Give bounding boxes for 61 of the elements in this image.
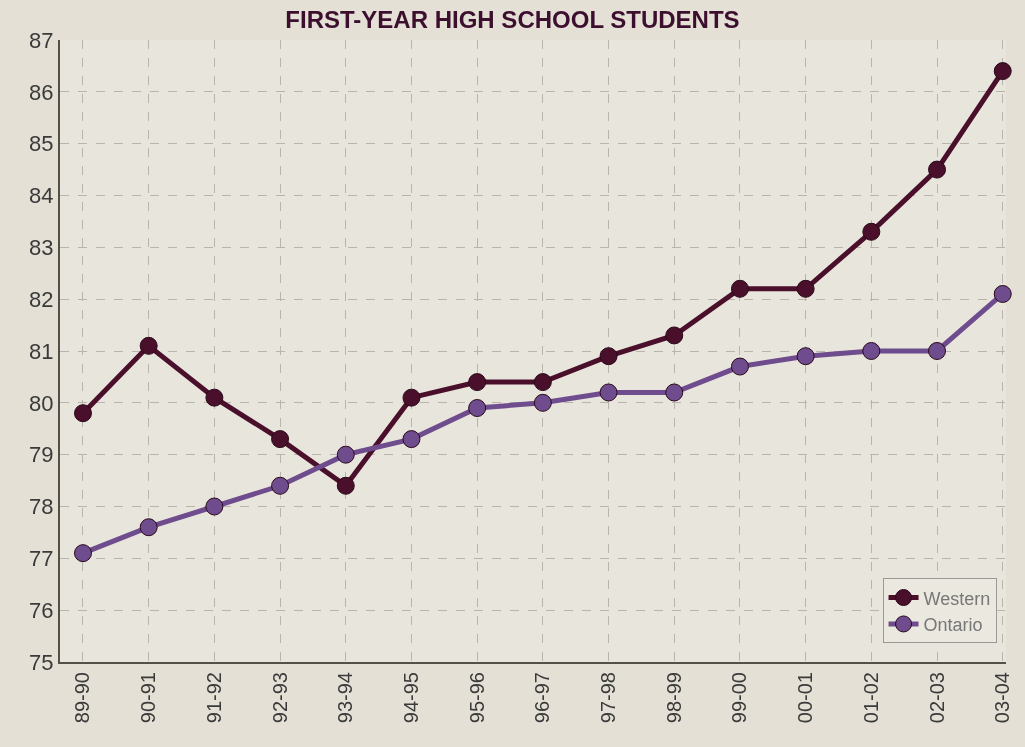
point (862, 342, 881, 360)
y-tick-label: 83 (29, 235, 54, 261)
y-tick-label: 75 (29, 649, 54, 675)
legend-label: Ontario (923, 614, 983, 635)
point (468, 373, 487, 392)
point (139, 518, 158, 537)
y-tick-label: 80 (29, 390, 54, 416)
y-tick-label: 79 (29, 442, 54, 468)
y-tick-label: 87 (29, 27, 54, 53)
point (402, 430, 421, 449)
x-tick-label: 00-01 (794, 672, 817, 724)
point (336, 476, 355, 495)
point (862, 222, 881, 241)
x-tick-label: 91-92 (202, 672, 225, 724)
y-tick-label: 81 (29, 338, 54, 364)
point (730, 357, 749, 376)
chart-title: FIRST-YEAR HIGH SCHOOL STUDENTS (285, 6, 740, 33)
point (993, 62, 1012, 81)
point (993, 284, 1012, 303)
y-tick-label: 86 (29, 79, 54, 105)
point (271, 476, 290, 495)
point (599, 347, 618, 366)
point (665, 383, 684, 402)
x-tick-label: 93-94 (334, 672, 357, 724)
x-tick-label: 95-96 (465, 672, 488, 724)
point (599, 383, 618, 402)
point (336, 445, 355, 464)
x-tick-label: 94-95 (399, 672, 422, 724)
y-tick-label: 84 (29, 183, 54, 209)
point (928, 160, 947, 179)
point (928, 342, 947, 360)
point (796, 279, 815, 298)
point (796, 347, 815, 366)
point (74, 544, 92, 563)
point (205, 497, 224, 516)
y-tick-label: 85 (29, 131, 54, 157)
x-tick-label: 97-98 (597, 672, 620, 724)
legend-label: Western (923, 588, 991, 609)
x-tick-label: 01-02 (859, 672, 882, 724)
point (271, 430, 290, 449)
y-tick-label: 82 (29, 286, 54, 312)
point (468, 399, 487, 418)
x-tick-label: 02-03 (925, 672, 948, 724)
x-tick-label: 89-90 (71, 672, 94, 724)
x-tick-label: 03-04 (991, 672, 1014, 724)
x-tick-label: 90-91 (137, 672, 160, 724)
x-tick-label: 98-99 (662, 672, 685, 724)
point (533, 393, 552, 412)
point (74, 404, 92, 423)
point (205, 388, 224, 407)
point (665, 326, 684, 345)
point (730, 279, 749, 298)
point (139, 336, 158, 355)
x-tick-label: 92-93 (268, 672, 291, 724)
y-tick-label: 78 (29, 494, 54, 520)
x-tick-label: 99-00 (728, 672, 751, 724)
point (533, 373, 552, 392)
point (402, 388, 421, 407)
y-tick-label: 77 (29, 546, 54, 572)
x-tick-label: 96-97 (531, 672, 554, 724)
y-tick-label: 76 (29, 597, 54, 623)
